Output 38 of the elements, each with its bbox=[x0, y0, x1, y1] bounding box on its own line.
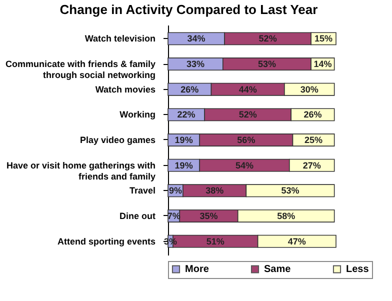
y-tick-label: Attend sporting events bbox=[57, 236, 156, 246]
data-label: 26% bbox=[304, 110, 322, 120]
y-tick-label: Play video games bbox=[80, 135, 156, 145]
data-label: 14% bbox=[314, 59, 332, 70]
y-tick-label: Watch television bbox=[84, 34, 156, 44]
data-label: 27% bbox=[302, 160, 321, 170]
data-label: 52% bbox=[258, 34, 277, 44]
data-label: 26% bbox=[180, 84, 199, 94]
data-label: 15% bbox=[314, 34, 333, 44]
y-tick-label: Working bbox=[120, 110, 156, 120]
legend-label: More bbox=[185, 264, 210, 276]
data-label: 53% bbox=[258, 59, 276, 70]
chart-title: Change in Activity Compared to Last Year bbox=[60, 2, 318, 17]
y-tick-label: Watch movies bbox=[95, 84, 156, 94]
data-label: 35% bbox=[200, 210, 218, 221]
legend-label: Same bbox=[264, 264, 292, 276]
data-label: 30% bbox=[300, 84, 318, 94]
data-label: 19% bbox=[174, 160, 193, 170]
data-label: 51% bbox=[206, 236, 224, 246]
data-label: 44% bbox=[238, 84, 257, 94]
y-tick-label: Dine out bbox=[120, 210, 156, 221]
data-label: 52% bbox=[238, 110, 257, 120]
data-label: 47% bbox=[288, 236, 306, 246]
data-label: 38% bbox=[206, 186, 224, 196]
data-label: 25% bbox=[304, 135, 323, 145]
data-label: 54% bbox=[236, 160, 254, 170]
data-label: 22% bbox=[177, 110, 196, 120]
data-label: 19% bbox=[174, 135, 193, 145]
data-label: 34% bbox=[187, 34, 206, 44]
data-label: 58% bbox=[277, 210, 296, 221]
data-label: 56% bbox=[237, 135, 256, 145]
y-tick-label: Have or visit home gatherings with friends and family bbox=[6, 160, 156, 182]
y-tick-label: Communicate with friends & family through social networking bbox=[5, 59, 156, 80]
data-label: 33% bbox=[186, 59, 204, 70]
legend-label: Less bbox=[346, 264, 370, 276]
data-label: 53% bbox=[281, 186, 300, 196]
data-label: 9% bbox=[168, 186, 182, 196]
y-tick-label: Travel bbox=[129, 186, 156, 196]
